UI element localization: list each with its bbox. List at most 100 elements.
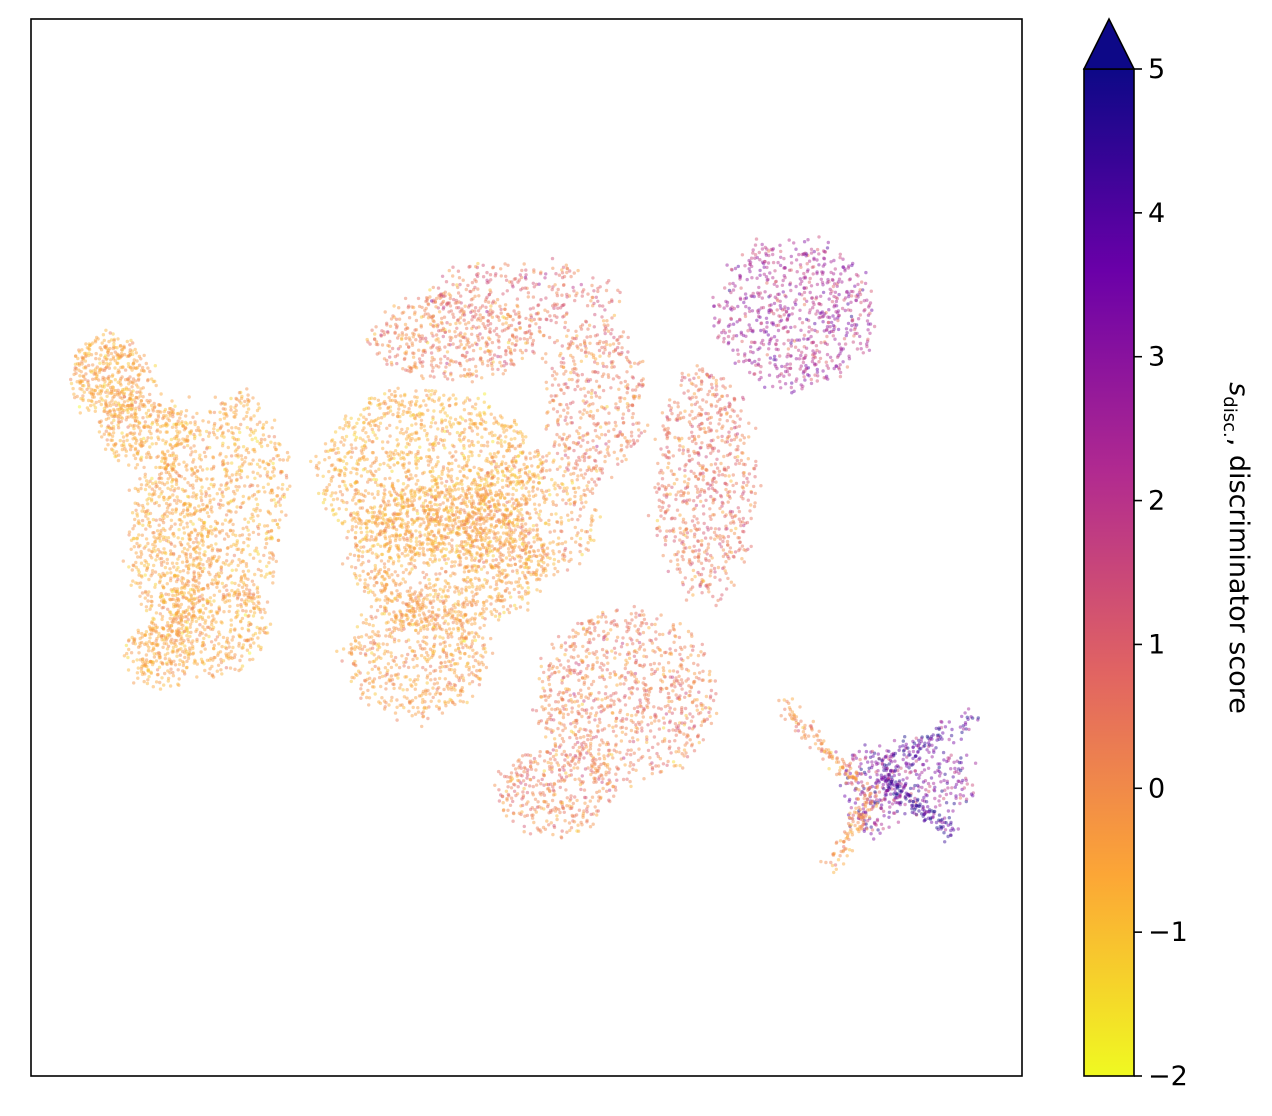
scatter-point xyxy=(179,474,183,479)
scatter-point xyxy=(377,675,382,680)
scatter-point xyxy=(183,629,187,633)
scatter-point xyxy=(212,427,216,431)
scatter-point xyxy=(146,508,150,513)
scatter-point xyxy=(392,498,397,502)
scatter-point xyxy=(209,507,213,512)
scatter-point xyxy=(176,610,180,614)
scatter-point xyxy=(108,432,112,437)
scatter-point xyxy=(182,502,186,506)
scatter-point xyxy=(126,403,130,408)
scatter-point xyxy=(268,459,273,463)
scatter-point xyxy=(372,473,376,478)
scatter-point xyxy=(188,552,193,556)
scatter-point xyxy=(219,620,223,624)
scatter-point xyxy=(177,627,181,631)
scatter-point xyxy=(348,552,353,556)
scatter-point xyxy=(178,658,182,662)
scatter-point xyxy=(182,508,186,512)
scatter-point xyxy=(182,591,186,595)
scatter-point xyxy=(116,388,120,392)
scatter-point xyxy=(351,498,355,502)
scatter-point xyxy=(240,646,244,650)
scatter-point xyxy=(192,591,197,596)
scatter-point xyxy=(90,399,94,404)
scatter-point xyxy=(138,477,142,481)
scatter-point xyxy=(172,467,176,472)
scatter-point xyxy=(144,658,149,662)
scatter-point xyxy=(134,565,138,569)
scatter-point xyxy=(367,681,372,685)
scatter-point xyxy=(99,424,104,428)
scatter-point xyxy=(175,412,180,416)
scatter-point xyxy=(77,368,81,372)
scatter-point xyxy=(168,443,173,447)
scatter-point xyxy=(155,428,160,432)
scatter-point xyxy=(112,443,116,447)
scatter-point xyxy=(160,481,164,485)
scatter-point xyxy=(218,410,222,414)
scatter-point xyxy=(232,553,237,558)
scatter-point xyxy=(273,445,277,449)
scatter-point xyxy=(484,536,488,540)
scatter-point xyxy=(201,641,205,645)
scatter-point xyxy=(81,394,85,398)
scatter-point xyxy=(134,581,138,585)
scatter-point xyxy=(249,609,253,613)
scatter-point xyxy=(176,419,180,423)
scatter-point xyxy=(225,552,229,556)
scatter-point xyxy=(429,393,433,397)
scatter-point xyxy=(199,489,203,493)
scatter-point xyxy=(371,538,376,542)
scatter-point xyxy=(146,436,150,440)
scatter-point xyxy=(192,557,196,561)
scatter-point xyxy=(129,392,133,396)
scatter-point xyxy=(169,466,174,470)
scatter-point xyxy=(391,560,396,564)
scatter-point xyxy=(256,636,260,640)
scatter-point xyxy=(499,492,504,496)
scatter-point xyxy=(433,421,438,425)
scatter-point xyxy=(410,503,415,508)
scatter-point xyxy=(126,407,130,412)
scatter-point xyxy=(171,493,175,497)
scatter-point xyxy=(354,446,358,450)
scatter-point xyxy=(117,370,122,374)
scatter-point xyxy=(188,534,192,538)
scatter-point xyxy=(123,368,128,372)
scatter-point xyxy=(151,517,156,522)
scatter-point xyxy=(174,422,178,426)
scatter-point xyxy=(385,570,389,575)
scatter-point xyxy=(256,514,260,518)
scatter-point xyxy=(161,605,166,610)
scatter-point xyxy=(148,414,152,418)
scatter-point xyxy=(188,512,192,516)
scatter-point xyxy=(400,399,405,403)
scatter-point xyxy=(383,535,387,539)
scatter-point xyxy=(170,589,175,594)
scatter-point xyxy=(113,378,118,382)
scatter-point xyxy=(132,423,137,428)
scatter-point xyxy=(102,368,107,373)
scatter-point xyxy=(104,390,108,394)
scatter-point xyxy=(224,646,229,651)
scatter-point xyxy=(145,565,150,570)
scatter-point xyxy=(105,357,109,361)
scatter-point xyxy=(382,412,386,416)
scatter-point xyxy=(400,427,404,432)
scatter-point xyxy=(188,648,192,652)
scatter-point xyxy=(220,434,224,438)
scatter-point xyxy=(169,612,173,617)
scatter-point xyxy=(118,391,122,395)
scatter-point xyxy=(146,667,150,672)
scatter-point xyxy=(128,397,132,401)
scatter-point xyxy=(88,369,93,373)
scatter-point xyxy=(187,612,191,616)
scatter-point xyxy=(159,424,163,429)
scatter-point xyxy=(430,479,434,483)
scatter-point xyxy=(186,579,190,583)
scatter-point xyxy=(208,559,213,563)
scatter-point xyxy=(251,515,255,519)
scatter-point xyxy=(111,385,115,389)
scatter-point xyxy=(461,437,466,441)
scatter-point xyxy=(366,572,370,576)
